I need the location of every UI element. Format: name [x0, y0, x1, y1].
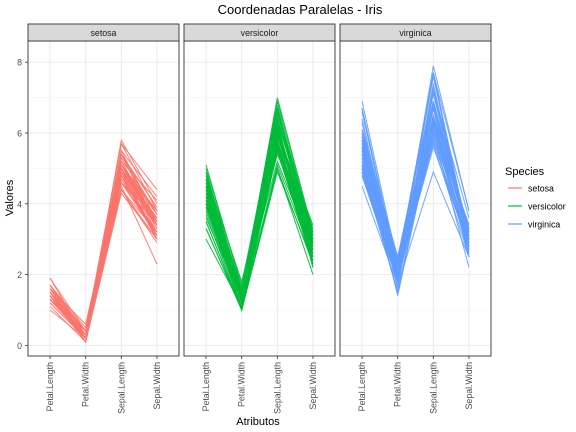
legend-label: virginica	[528, 220, 560, 230]
series-line	[205, 163, 314, 308]
y-tick-label: 6	[17, 129, 22, 139]
x-tick-label: Sepal.Width	[308, 362, 318, 410]
legend: Species setosa versicolor virginica	[505, 166, 566, 230]
facet-panel-setosa: setosa Petal.Length Petal.Width Sepal.Lengt…	[27, 23, 180, 414]
facet-strip	[27, 23, 180, 42]
series-line	[205, 166, 314, 312]
y-axis-ticks: 0 2 4 6 8	[17, 58, 28, 351]
series-line	[361, 170, 470, 287]
y-axis-label: Valores	[4, 179, 16, 216]
series-group-versicolor	[205, 97, 314, 312]
series-group-virginica	[361, 65, 470, 296]
legend-items: setosa versicolor virginica	[508, 184, 566, 230]
facet-strip	[339, 23, 492, 42]
series-line	[205, 108, 314, 293]
series-line	[205, 141, 314, 302]
series-line	[361, 108, 470, 266]
y-tick-label: 0	[17, 341, 22, 351]
facet-strip-label: versicolor	[241, 28, 279, 38]
series-line	[49, 188, 158, 340]
series-line	[361, 106, 470, 259]
y-tick-label: 2	[17, 270, 22, 280]
x-tick-label: Sepal.Length	[428, 362, 438, 414]
series-line	[361, 134, 470, 284]
series-line	[49, 156, 158, 340]
series-group-setosa	[49, 138, 158, 344]
legend-label: versicolor	[528, 202, 566, 212]
x-tick-label: Petal.Length	[201, 362, 211, 412]
legend-item-virginica: virginica	[508, 220, 560, 230]
legend-title: Species	[505, 166, 545, 178]
y-tick-label: 4	[17, 199, 22, 209]
series-line	[205, 125, 314, 302]
x-tick-label: Petal.Length	[45, 362, 55, 412]
panel-background	[28, 41, 179, 356]
x-tick-label: Petal.Width	[237, 362, 247, 407]
legend-label: setosa	[528, 184, 554, 194]
series-line	[49, 167, 158, 340]
facet-strip-label: setosa	[91, 28, 117, 38]
facet-strip-label: virginica	[399, 28, 431, 38]
series-line	[205, 148, 314, 312]
series-line	[361, 124, 470, 266]
chart-title: Coordenadas Paralelas - Iris	[218, 2, 383, 17]
legend-item-setosa: setosa	[508, 184, 554, 194]
y-tick-label: 8	[17, 58, 22, 68]
facet-strip	[183, 23, 336, 42]
legend-item-versicolor: versicolor	[508, 202, 566, 212]
facet-panels: setosa Petal.Length Petal.Width Sepal.Lengt…	[27, 23, 492, 414]
series-line	[361, 72, 470, 265]
x-tick-label: Petal.Length	[357, 362, 367, 412]
x-tick-label: Sepal.Width	[464, 362, 474, 410]
facet-panel-virginica: virginica Petal.Length Petal.Width Sepal.Le…	[339, 23, 492, 414]
x-tick-label: Sepal.Width	[152, 362, 162, 410]
x-axis-label: Atributos	[236, 416, 280, 428]
x-tick-label: Petal.Width	[81, 362, 91, 407]
facet-panel-versicolor: versicolor Petal.Length Petal.Width Sepal.L…	[183, 23, 336, 414]
x-tick-label: Sepal.Length	[272, 362, 282, 414]
x-tick-label: Sepal.Length	[116, 362, 126, 414]
x-tick-label: Petal.Width	[393, 362, 403, 407]
